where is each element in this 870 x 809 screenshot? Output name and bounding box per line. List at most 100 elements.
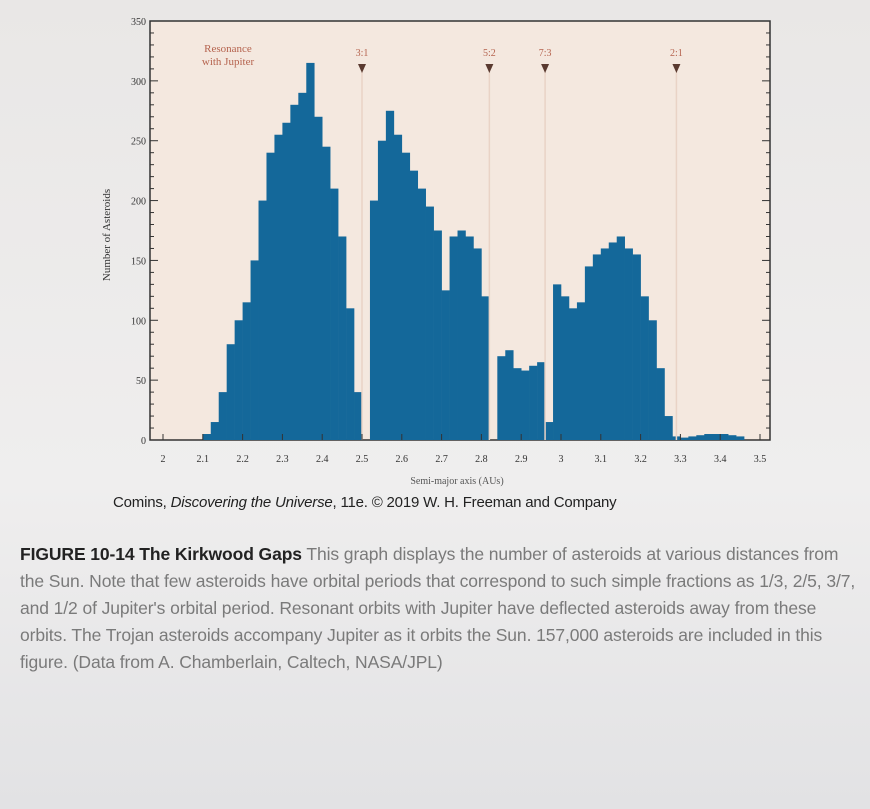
histogram-bar [401, 152, 411, 440]
caption-title: FIGURE 10-14 The Kirkwood Gaps [20, 544, 302, 564]
x-tick-label: 3.5 [754, 454, 767, 465]
histogram-bar [728, 435, 737, 440]
histogram-bar [274, 134, 283, 440]
histogram-bar [648, 320, 657, 440]
histogram-bar [306, 62, 315, 441]
histogram-bar [537, 362, 546, 440]
resonance-label: 5:2 [483, 48, 496, 59]
histogram-bar [425, 206, 434, 440]
histogram-bar [712, 434, 721, 440]
histogram-bar [322, 146, 331, 440]
resonance-label: 2:1 [670, 48, 683, 59]
histogram-bar [632, 254, 641, 440]
y-axis-label: Number of Asteroids [101, 189, 113, 281]
histogram-bar [608, 242, 618, 440]
histogram-bar [377, 140, 387, 440]
histogram-bar [385, 110, 395, 441]
histogram-bar [696, 435, 705, 440]
histogram-bar [457, 230, 466, 440]
x-tick-label: 2.6 [396, 454, 409, 465]
histogram-bar [600, 248, 610, 440]
x-tick-label: 2.2 [236, 454, 249, 465]
histogram-bar [688, 436, 697, 440]
histogram-bar [513, 368, 522, 440]
histogram-bar [704, 434, 713, 440]
y-tick-label: 200 [131, 197, 146, 208]
credit-book: Discovering the Universe [170, 494, 333, 511]
x-tick-label: 2.8 [475, 454, 488, 465]
x-tick-label: 2.3 [276, 454, 289, 465]
histogram-bar [592, 254, 602, 440]
histogram-bar [449, 236, 458, 440]
y-tick-label: 100 [131, 316, 146, 327]
resonance-label: 3:1 [356, 48, 369, 59]
annotation-title-line1: Resonance [204, 43, 252, 55]
y-tick-label: 150 [131, 256, 146, 267]
x-tick-label: 3.3 [674, 454, 687, 465]
resonance-markers: 3:1 5:2 7:3 2:1 [356, 48, 683, 440]
histogram-bar [250, 260, 259, 440]
x-tick-label: 3.1 [595, 454, 608, 465]
x-tick-label: 2.7 [435, 454, 448, 465]
histogram-bar [529, 365, 538, 440]
histogram-bar [521, 370, 530, 440]
credit-rest: , 11e. © 2019 W. H. Freeman and Company [332, 494, 617, 511]
histogram-bar [409, 170, 419, 440]
y-tick-label: 350 [131, 17, 146, 28]
histogram-bar [553, 284, 562, 440]
y-tick-label: 0 [141, 436, 146, 447]
x-tick-label: 2.9 [515, 454, 528, 465]
histogram-bar [720, 434, 729, 440]
histogram-bar [640, 296, 649, 440]
histogram-bar [354, 392, 363, 440]
histogram-bar [330, 188, 339, 440]
histogram-bar [338, 236, 347, 440]
histogram-bar [346, 308, 355, 440]
axes: 2 2.1 2.2 2.3 2.4 2.5 2.6 2.7 2.8 2.9 3 3.1 3.2 3.3 3.… [131, 17, 770, 465]
histogram-bar [234, 320, 243, 440]
histogram-bar [369, 200, 379, 440]
histogram-bar [584, 266, 594, 440]
y-tick-label: 50 [136, 376, 146, 387]
x-tick-label: 2 [161, 454, 166, 465]
x-tick-label: 2.5 [356, 454, 369, 465]
histogram-bar [465, 236, 474, 440]
annotation-title-line2: with Jupiter [202, 56, 255, 68]
histogram-bar [561, 296, 570, 440]
histogram-bar [226, 344, 235, 440]
histogram-bar [433, 230, 442, 440]
histogram-bar [576, 302, 586, 440]
histogram-bar [314, 116, 323, 441]
histogram-bar [417, 188, 426, 440]
figure-caption: FIGURE 10-14 The Kirkwood Gaps This grap… [20, 541, 865, 676]
x-axis-label: Semi-major axis (AUs) [410, 476, 503, 487]
resonance-arrow-icon [358, 64, 366, 73]
histogram-bar [664, 416, 673, 440]
credit-author: Comins, [113, 494, 171, 511]
caption-body: This graph displays the number of astero… [20, 544, 856, 672]
histogram-bars [202, 62, 745, 441]
histogram-bar [680, 437, 689, 440]
histogram-bar [545, 422, 554, 440]
kirkwood-gaps-chart: 3:1 5:2 7:3 2:1 2 2.1 2.2 2.3 2.4 2.5 2.6 2.7 2.8 2.… [101, 17, 771, 487]
x-tick-label: 2.1 [197, 454, 210, 465]
resonance-arrow-icon [485, 64, 494, 73]
histogram-bar [290, 104, 299, 441]
histogram-bar [736, 436, 745, 440]
x-tick-label: 3.4 [714, 454, 727, 465]
histogram-bar [624, 248, 633, 440]
histogram-bar [258, 200, 267, 440]
x-tick-label: 2.4 [316, 454, 329, 465]
histogram-bar [266, 152, 275, 440]
histogram-bar [282, 122, 291, 440]
histogram-bar [218, 392, 227, 440]
histogram-bar [202, 434, 212, 440]
histogram-bar [616, 236, 625, 440]
histogram-bar [568, 308, 578, 440]
histogram-bar [656, 368, 665, 440]
y-tick-label: 250 [131, 137, 146, 148]
histogram-bar [481, 296, 490, 440]
histogram-bar [497, 356, 506, 440]
resonance-arrow-icon [672, 64, 681, 73]
histogram-bar [210, 422, 220, 440]
